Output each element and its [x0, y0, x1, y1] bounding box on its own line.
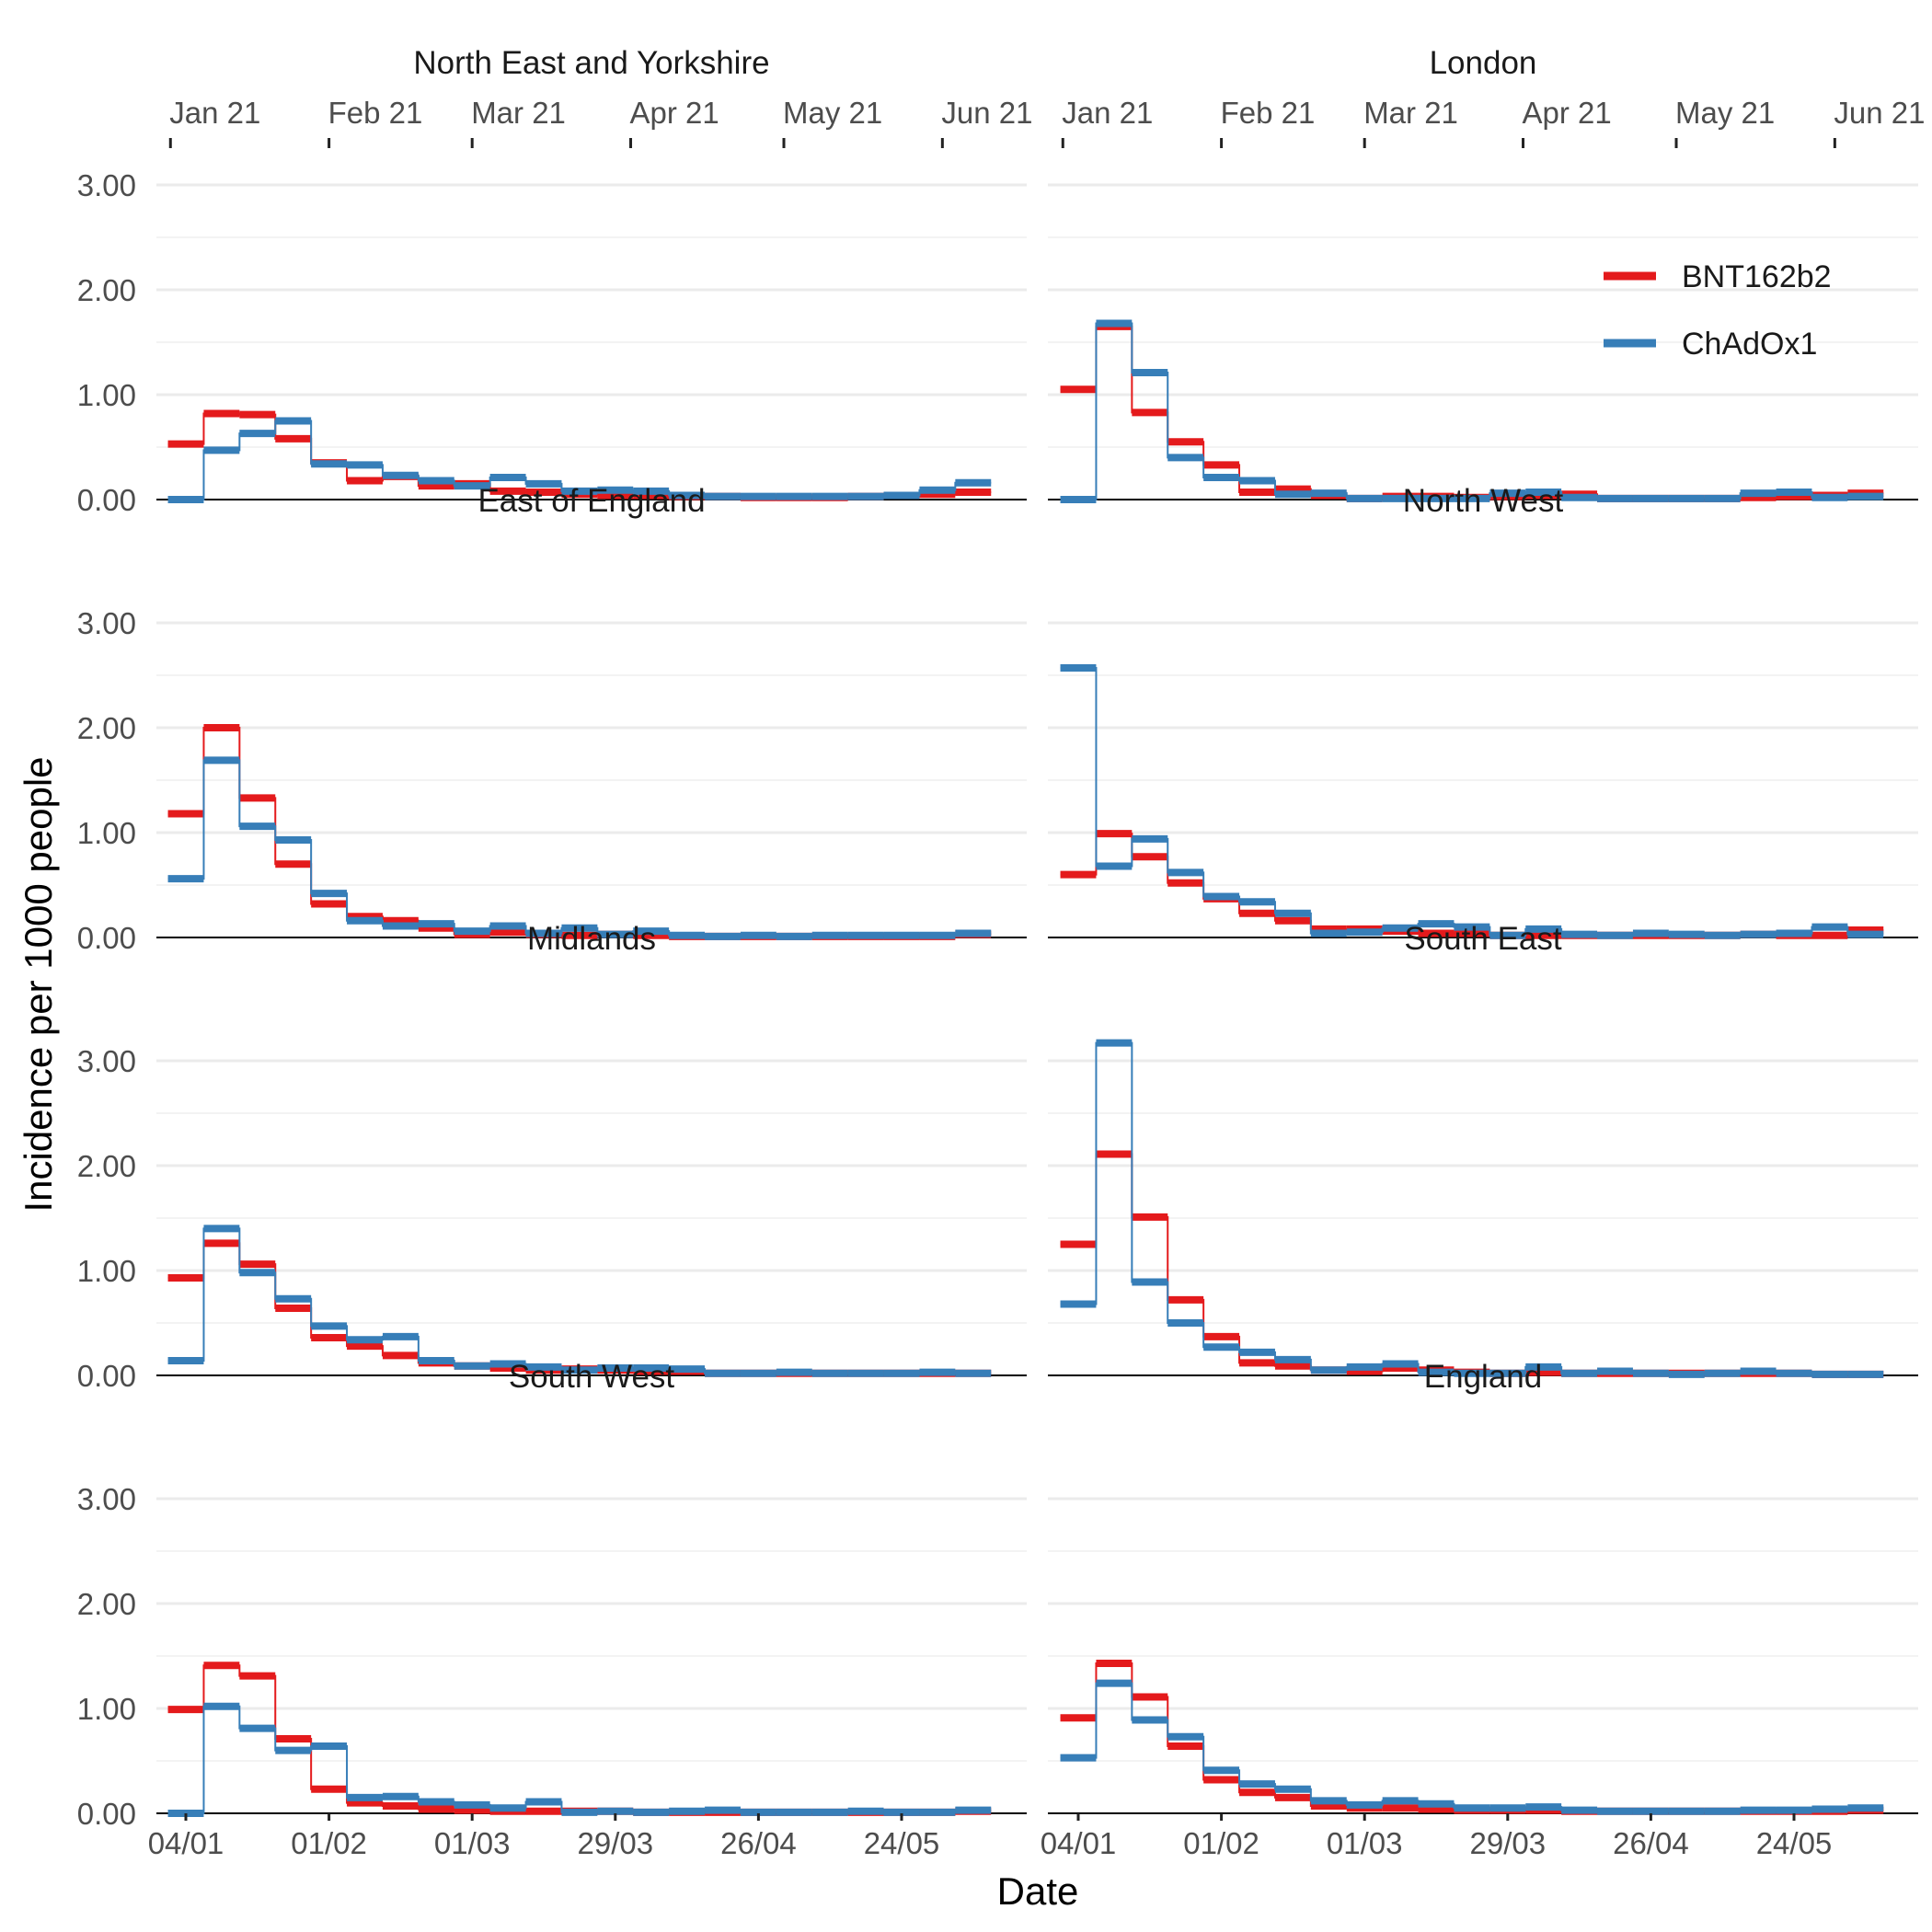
series-chadox1 [167, 1702, 992, 1817]
x-tick-label: 01/03 [1327, 1826, 1403, 1860]
panel-5: 0.00 1.00 2.00 3.00 Midlands [77, 921, 1027, 1393]
legend-label: BNT162b2 [1682, 259, 1832, 294]
y-axis-title: Incidence per 1000 people [17, 756, 60, 1212]
panel-4: North West [1048, 483, 1918, 939]
panel-1: 0.00 1.00 2.00 3.00 North East and Yorkshire… [77, 45, 1033, 517]
x-tick-label: 01/02 [291, 1826, 367, 1860]
panel-7: 0.00 1.00 2.00 3.00 South West 04/01 01/02 01/0… [77, 1359, 1027, 1860]
y-tick-label: 1.00 [77, 378, 136, 412]
series-bnt162b2 [167, 1239, 992, 1377]
y-tick-label: 2.00 [77, 273, 136, 307]
x-tick-label: 24/05 [864, 1826, 940, 1860]
panel-title: London [1430, 45, 1537, 81]
x-tick-label: 01/03 [434, 1826, 511, 1860]
top-tick-label: Jan 21 [169, 96, 260, 130]
x-tick-label: 29/03 [578, 1826, 654, 1860]
panel-title: South East [1404, 921, 1561, 957]
series-bnt162b2 [167, 1662, 992, 1816]
panel-6: South East [1048, 921, 1918, 1378]
top-tick-label: Mar 21 [1363, 96, 1458, 130]
x-tick-label: 26/04 [720, 1826, 797, 1860]
panel-3: 0.00 1.00 2.00 3.00 East of England [77, 483, 1027, 955]
y-tick-label: 0.00 [77, 921, 136, 955]
panel-title: North West [1403, 483, 1564, 519]
legend: BNT162b2 ChAdOx1 [1604, 259, 1832, 362]
y-tick-label: 2.00 [77, 1149, 136, 1183]
series-connector [1060, 667, 1884, 937]
series-chadox1 [1060, 664, 1884, 939]
x-tick-label: 04/01 [148, 1826, 224, 1860]
y-tick-label: 3.00 [77, 1044, 136, 1078]
x-tick-label: 29/03 [1470, 1826, 1547, 1860]
top-tick-label: Feb 21 [328, 96, 423, 130]
panel-title: South West [509, 1359, 675, 1395]
series-chadox1 [1060, 1679, 1884, 1815]
series-connector [167, 759, 992, 937]
top-tick-label: Jun 21 [941, 96, 1032, 130]
series-bnt162b2 [1060, 1150, 1884, 1378]
y-tick-label: 1.00 [77, 1692, 136, 1726]
x-tick-label: 01/02 [1183, 1826, 1259, 1860]
panel-title: England [1424, 1359, 1542, 1395]
series-chadox1 [167, 756, 992, 940]
panel-2: London Jan 21 Feb 21 Mar 21 Apr 21 May 21 Jun … [1048, 45, 1925, 503]
panel-title: East of England [477, 483, 705, 519]
x-tick-label: 24/05 [1756, 1826, 1833, 1860]
y-tick-label: 0.00 [77, 1797, 136, 1831]
panel-title: North East and Yorkshire [413, 45, 769, 81]
series-chadox1 [167, 417, 992, 503]
top-tick-label: Jan 21 [1062, 96, 1153, 130]
y-tick-label: 0.00 [77, 1359, 136, 1393]
top-tick-label: Apr 21 [630, 96, 719, 130]
panels-layer: 0.00 1.00 2.00 3.00 North East and Yorkshire… [77, 45, 1926, 1860]
y-tick-label: 3.00 [77, 1482, 136, 1516]
top-tick-label: Mar 21 [471, 96, 566, 130]
series-chadox1 [1060, 1039, 1884, 1378]
y-tick-label: 3.00 [77, 606, 136, 640]
series-connector [1060, 1153, 1884, 1375]
top-tick-label: May 21 [783, 96, 882, 130]
y-tick-label: 2.00 [77, 1587, 136, 1621]
legend-label: ChAdOx1 [1682, 327, 1817, 362]
top-tick-label: Jun 21 [1834, 96, 1925, 130]
x-tick-label: 26/04 [1613, 1826, 1689, 1860]
series-chadox1 [1060, 319, 1884, 503]
series-connector [167, 1705, 992, 1814]
x-tick-label: 04/01 [1041, 1826, 1117, 1860]
panel-8: England 04/01 01/02 01/03 29/03 26/04 24/05 [1041, 1359, 1918, 1860]
series-chadox1 [167, 1225, 992, 1377]
x-axis-title: Date [997, 1869, 1079, 1913]
top-tick-label: Apr 21 [1523, 96, 1612, 130]
y-tick-label: 0.00 [77, 483, 136, 517]
top-tick-label: May 21 [1675, 96, 1775, 130]
y-tick-label: 1.00 [77, 1254, 136, 1288]
top-tick-label: Feb 21 [1221, 96, 1316, 130]
y-tick-label: 1.00 [77, 816, 136, 850]
y-tick-label: 3.00 [77, 168, 136, 202]
panel-title: Midlands [527, 921, 656, 957]
y-tick-label: 2.00 [77, 711, 136, 745]
